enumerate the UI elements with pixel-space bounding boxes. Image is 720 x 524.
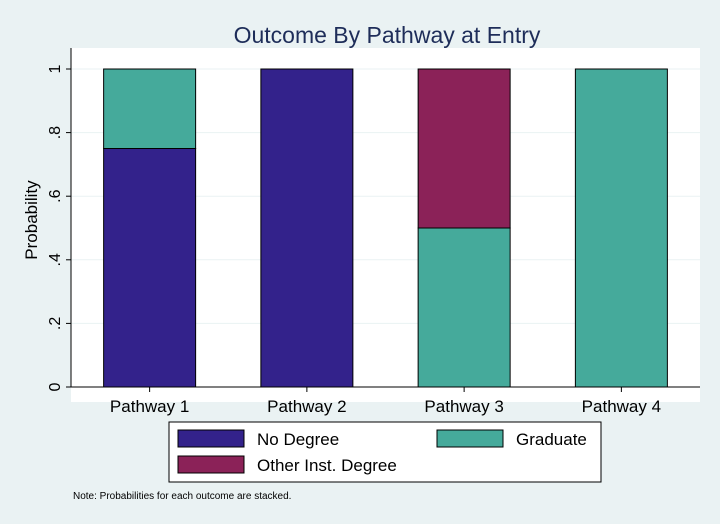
x-categories: Pathway 1 Pathway 2 Pathway 3 Pathway 4: [110, 387, 661, 416]
bar-segment: [417, 227, 511, 388]
y-axis-label: Probability: [22, 180, 41, 260]
legend-label: No Degree: [257, 430, 339, 449]
legend-swatch: [436, 429, 504, 448]
bars: [103, 68, 668, 388]
x-category-label: Pathway 3: [424, 397, 503, 416]
legend-label: Other Inst. Degree: [257, 456, 397, 475]
y-tick-label: .6: [47, 189, 64, 202]
y-tick-label: .4: [47, 253, 64, 266]
bar-segment: [260, 68, 354, 388]
y-tick-label: 1: [47, 64, 64, 73]
legend-label: Graduate: [516, 430, 587, 449]
legend-swatch: [177, 455, 245, 474]
bar-segment: [103, 68, 197, 149]
chart-note: Note: Probabilities for each outcome are…: [73, 491, 291, 502]
chart-title: Outcome By Pathway at Entry: [234, 22, 541, 48]
legend: No Degree Graduate Other Inst. Degree: [168, 421, 602, 483]
bar-segment: [103, 148, 197, 388]
y-tick-label: .2: [47, 317, 64, 330]
x-category-label: Pathway 4: [582, 397, 661, 416]
bar-segment: [417, 68, 511, 229]
x-category-label: Pathway 2: [267, 397, 346, 416]
legend-swatch: [177, 429, 245, 448]
y-ticks: 0 .2 .4 .6 .8 1: [47, 64, 71, 391]
y-tick-label: 0: [47, 382, 64, 391]
bar-segment: [574, 68, 668, 388]
x-category-label: Pathway 1: [110, 397, 189, 416]
y-tick-label: .8: [47, 126, 64, 139]
